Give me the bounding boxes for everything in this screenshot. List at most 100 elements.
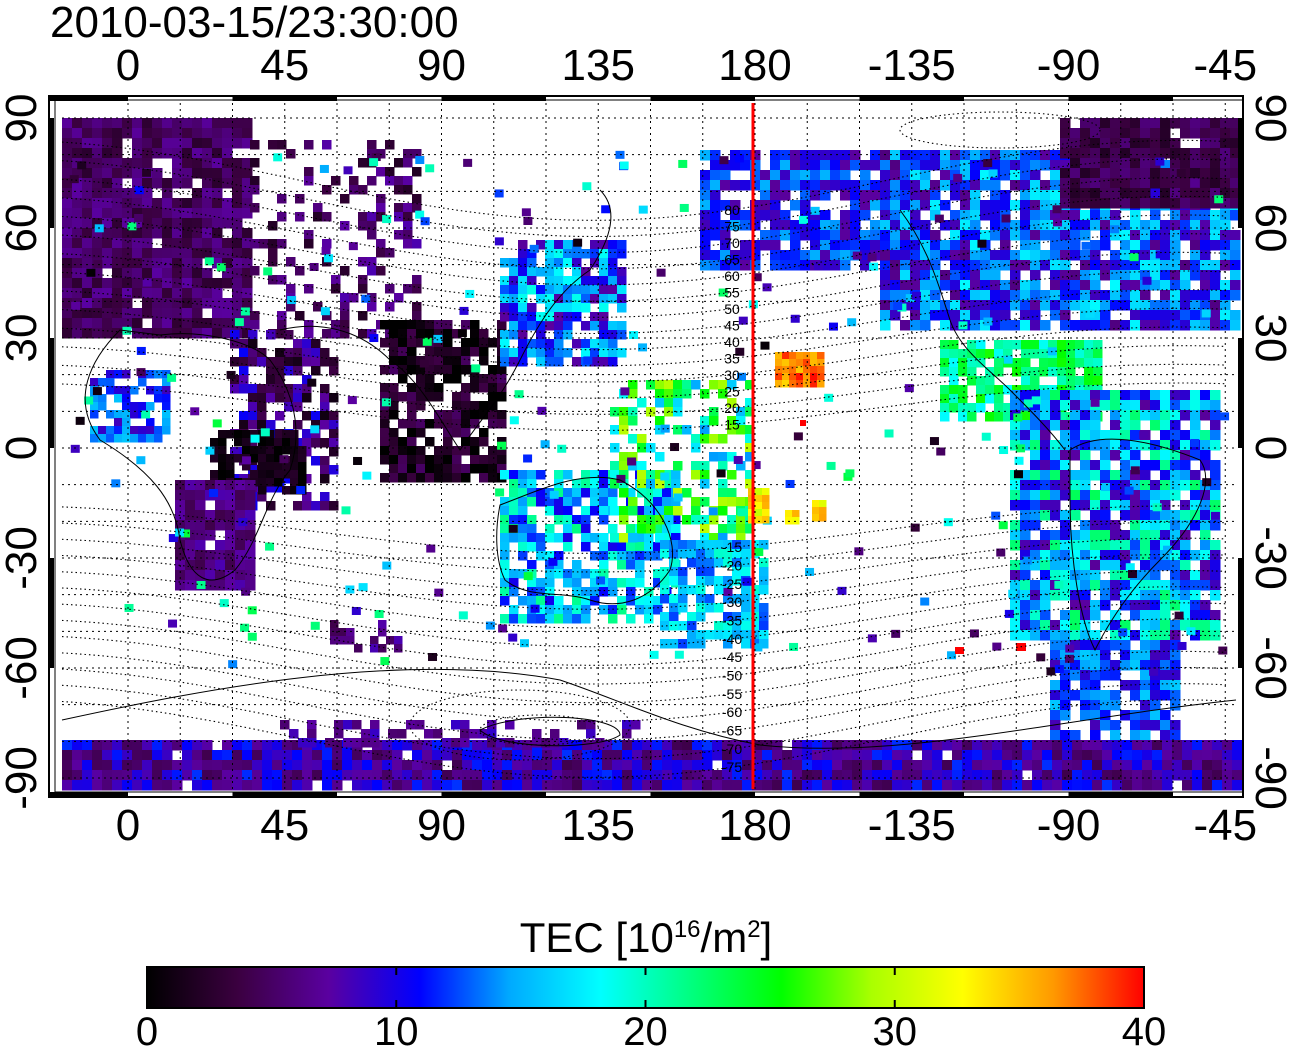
tec-cell <box>72 168 83 179</box>
tec-cell <box>185 500 196 511</box>
tec-cell <box>994 412 1004 422</box>
tec-cell <box>608 339 618 349</box>
tec-cell <box>329 447 339 457</box>
tec-cell <box>1210 260 1221 271</box>
tec-cell <box>820 260 831 271</box>
tec-cell <box>590 470 600 480</box>
tec-cell <box>1093 367 1103 377</box>
tec-cell <box>800 210 811 221</box>
tec-cell <box>332 780 343 791</box>
tec-cell <box>340 311 350 321</box>
tec-cell <box>252 750 263 761</box>
tec-cell <box>302 501 312 511</box>
tec-cell <box>1230 178 1241 189</box>
tec-cell <box>452 428 462 438</box>
tec-cell <box>581 249 591 259</box>
tec-cell <box>235 570 246 581</box>
tec-cell <box>967 376 977 386</box>
tec-cell <box>502 770 513 781</box>
tec-cell <box>1010 520 1021 531</box>
tec-cell <box>222 208 233 219</box>
tec-cell <box>1080 710 1091 721</box>
tec-cell <box>882 780 893 791</box>
tec-cell <box>367 293 377 303</box>
tec-cell <box>154 394 163 403</box>
tec-cell <box>215 560 226 571</box>
tec-cell <box>1003 385 1013 395</box>
tec-cell <box>242 456 252 465</box>
tec-cell <box>1150 610 1161 621</box>
tec-hotspot-cell <box>810 352 818 360</box>
tec-cell <box>1160 470 1171 481</box>
longitude-tick-top: 0 <box>115 41 141 90</box>
tec-cell <box>479 338 489 348</box>
tec-cell <box>202 128 213 139</box>
tec-cell <box>122 770 133 781</box>
tec-cell <box>870 240 881 251</box>
tec-cell <box>619 461 629 471</box>
tec-cell <box>870 150 881 161</box>
tec-cell <box>1210 490 1221 501</box>
tec-cell <box>1092 740 1103 751</box>
tec-cell <box>234 430 243 439</box>
tec-cell <box>1102 770 1113 781</box>
tec-cell <box>242 430 251 439</box>
tec-cell <box>222 318 233 329</box>
frame-checker <box>232 792 337 797</box>
tec-cell <box>967 412 977 422</box>
tec-cell <box>1053 218 1063 227</box>
tec-cell <box>952 760 963 771</box>
tec-cell <box>212 228 223 239</box>
tec-cell <box>696 612 706 622</box>
tec-cell <box>479 455 489 465</box>
tec-cell <box>1012 780 1023 791</box>
tec-cell <box>655 515 665 525</box>
tec-cell <box>850 150 861 161</box>
tec-cell <box>672 780 683 791</box>
tec-cell <box>696 540 706 550</box>
tec-cell <box>595 738 605 748</box>
tec-cell <box>222 198 233 209</box>
tec-cell <box>443 356 453 366</box>
tec-cell <box>852 770 863 781</box>
tec-cell <box>1160 118 1171 129</box>
tec-cell <box>586 729 596 739</box>
tec-cell <box>72 308 83 319</box>
colorbar-tick-label: 0 <box>135 1010 159 1054</box>
tec-cell <box>277 212 287 222</box>
tec-cell <box>523 572 533 581</box>
tec-cell <box>1110 220 1121 231</box>
tec-cell <box>1110 590 1121 601</box>
tec-cell <box>840 180 851 191</box>
tec-cell <box>890 190 901 201</box>
contour-label: 25 <box>724 383 740 399</box>
tec-cell <box>92 238 103 249</box>
tec-cell <box>1120 470 1131 481</box>
tec-cell <box>192 138 203 149</box>
tec-cell <box>669 540 679 550</box>
tec-cell <box>1139 431 1149 440</box>
tec-cell <box>382 740 393 751</box>
tec-cell <box>112 248 123 259</box>
tec-cell <box>619 416 629 426</box>
tec-cell <box>840 190 851 201</box>
tec-cell <box>372 780 383 791</box>
tec-cell <box>1140 440 1151 451</box>
tec-cell <box>1093 385 1103 395</box>
tec-cell <box>92 298 103 309</box>
tec-cell <box>1130 540 1141 551</box>
tec-cell <box>920 200 931 211</box>
tec-cell <box>71 301 81 310</box>
tec-cell <box>1210 220 1221 231</box>
tec-cell <box>563 578 573 588</box>
tec-cell <box>985 349 995 359</box>
tec-cell <box>742 740 753 751</box>
tec-cell <box>990 200 1001 211</box>
tec-cell <box>509 267 519 277</box>
tec-cell <box>518 542 528 552</box>
tec-cell <box>572 770 583 781</box>
tec-cell <box>497 374 507 384</box>
tec-cell <box>1066 376 1076 386</box>
tec-cell <box>572 258 582 268</box>
tec-cell <box>549 490 559 499</box>
